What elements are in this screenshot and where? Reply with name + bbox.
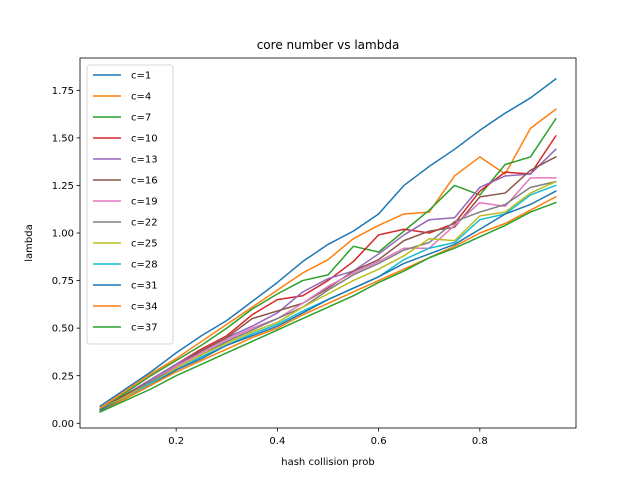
legend-label: c=19: [131, 197, 158, 208]
legend-label: c=31: [131, 281, 158, 292]
series-line-c-25: [99, 180, 557, 411]
legend-label: c=13: [131, 155, 158, 166]
legend-label: c=1: [131, 71, 151, 82]
y-tick-label: 0.50: [52, 324, 74, 335]
legend-label: c=10: [131, 134, 158, 145]
y-axis: 0.00 0.25 0.50 0.75 1.00 1.25 1.50 1.75: [52, 86, 80, 430]
x-tick-label: 0.4: [269, 436, 285, 447]
y-tick-label: 1.25: [52, 181, 74, 192]
legend-label: c=16: [131, 176, 158, 187]
series-line-c-37: [99, 201, 557, 413]
legend-label: c=4: [131, 92, 151, 103]
series-layer: [99, 77, 557, 413]
series-line-c-19: [99, 177, 557, 411]
legend-label: c=7: [131, 113, 151, 124]
x-axis-label: hash collision prob: [281, 457, 374, 468]
y-tick-label: 0.00: [52, 419, 74, 430]
legend-label: c=22: [131, 218, 158, 229]
legend-label: c=37: [131, 323, 158, 334]
legend-label: c=34: [131, 302, 158, 313]
legend-label: c=25: [131, 239, 158, 250]
legend-label: c=28: [131, 260, 158, 271]
series-line-c-34: [99, 195, 557, 413]
chart-title: core number vs lambda: [257, 38, 400, 52]
series-line-c-31: [99, 190, 557, 411]
x-axis: 0.2 0.4 0.6 0.8: [168, 428, 488, 447]
plot-frame: [79, 57, 577, 429]
x-tick-label: 0.2: [168, 436, 184, 447]
series-line-c-4: [99, 108, 557, 410]
y-tick-label: 0.25: [52, 371, 74, 382]
series-line-c-13: [99, 148, 557, 411]
y-tick-label: 0.75: [52, 276, 74, 287]
series-line-c-7: [99, 117, 557, 411]
y-tick-label: 1.75: [52, 86, 74, 97]
x-tick-label: 0.8: [472, 436, 488, 447]
x-tick-label: 0.6: [371, 436, 387, 447]
legend: c=1 c=4 c=7 c=10 c=13 c=16 c=19 c=22 c=25 c=28 c=3…: [86, 64, 174, 345]
series-line-c-1: [99, 77, 557, 408]
y-tick-label: 1.00: [52, 229, 74, 240]
legend-box: [86, 64, 174, 345]
y-tick-label: 1.50: [52, 133, 74, 144]
y-axis-label: lambda: [24, 224, 35, 261]
